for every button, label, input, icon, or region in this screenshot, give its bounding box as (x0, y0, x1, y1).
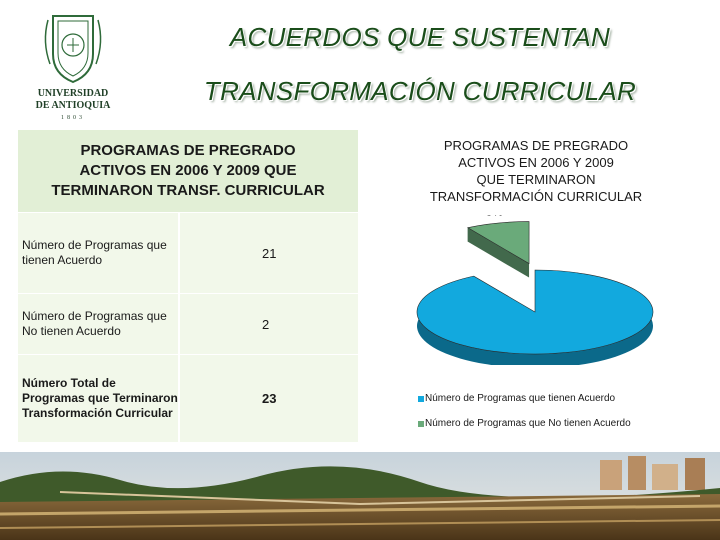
legend-item: Número de Programas que tienen Acuerdo (418, 393, 615, 404)
table-header-line: ACTIVOS EN 2006 Y 2009 QUE (79, 162, 297, 179)
page-title-line2: TRANSFORMACIÓN CURRICULAR (203, 76, 637, 106)
shield-icon (44, 15, 102, 84)
legend-item: Número de Programas que No tienen Acuerd… (418, 418, 631, 429)
table-row: Número de Programas que No tienen Acuerd… (18, 294, 358, 355)
logo-year: 1803 (61, 115, 85, 121)
chart-title-line: QUE TERMINARON (476, 172, 596, 187)
legend-label: Número de Programas que tienen Acuerdo (425, 393, 616, 404)
row-value: 2 (262, 316, 270, 332)
summary-table: PROGRAMAS DE PREGRADO ACTIVOS EN 2006 Y … (18, 130, 358, 442)
university-logo: UNIVERSIDAD DE ANTIOQUIA 1803 (36, 15, 112, 121)
page-title-line1: ACUERDOS QUE SUSTENTAN (229, 22, 611, 52)
table-row: Número de Programas que tienen Acuerdo 2… (18, 213, 358, 294)
chart-title-line: PROGRAMAS DE PREGRADO (443, 138, 629, 153)
row-value: 21 (262, 245, 277, 261)
row-value: 23 (262, 391, 277, 406)
legend-swatch (418, 420, 424, 427)
campus-photo (0, 452, 720, 540)
pie-slice (416, 269, 654, 365)
pie-label: 9% (487, 215, 504, 219)
chart-title: PROGRAMAS DE PREGRADO ACTIVOS EN 2006 Y … (400, 137, 672, 205)
logo-line1: UNIVERSIDAD (38, 88, 109, 99)
pie-slice (466, 221, 530, 278)
chart-title-line: ACTIVOS EN 2006 Y 2009 (458, 155, 614, 170)
row-label: Número Total de Programas que Terminaron… (18, 355, 180, 442)
row-label: Número de Programas que No tienen Acuerd… (18, 294, 180, 354)
chart-title-line: TRANSFORMACIÓN CURRICULAR (429, 189, 643, 204)
pie-chart: 91%9% (416, 215, 654, 365)
logo-line2: DE ANTIOQUIA (36, 100, 112, 111)
legend-swatch (418, 395, 424, 402)
row-label: Número de Programas que tienen Acuerdo (18, 213, 180, 293)
legend-label: Número de Programas que No tienen Acuerd… (425, 418, 631, 429)
table-header: PROGRAMAS DE PREGRADO ACTIVOS EN 2006 Y … (18, 130, 358, 213)
table-row: Número Total de Programas que Terminaron… (18, 355, 358, 442)
table-header-line: PROGRAMAS DE PREGRADO (80, 142, 296, 159)
table-header-line: TERMINARON TRANSF. CURRICULAR (51, 182, 325, 199)
